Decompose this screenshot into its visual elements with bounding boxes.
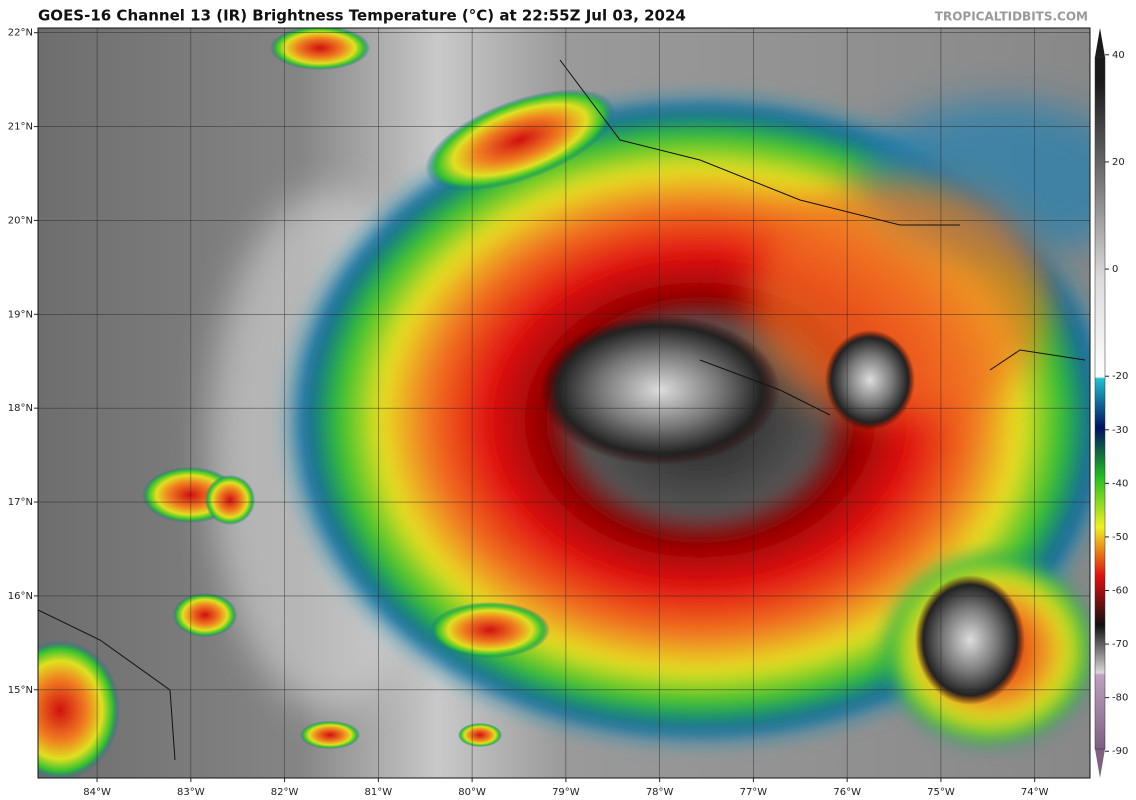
colorbar: [1094, 56, 1106, 750]
map-frame: [37, 27, 1091, 779]
lon-tick-label: 81°W: [365, 787, 393, 798]
lon-tick-label: 78°W: [646, 787, 674, 798]
colorbar-tick-label: -80: [1112, 693, 1128, 704]
colorbar-tick-label: -70: [1112, 639, 1128, 650]
lon-tick-label: 80°W: [458, 787, 486, 798]
colorbar-tick-label: -90: [1112, 746, 1128, 757]
lon-tick-label: 77°W: [740, 787, 768, 798]
colorbar-top-arrow: [1095, 28, 1105, 57]
lat-tick-label: 18°N: [8, 403, 33, 414]
colorbar-tick-label: -50: [1112, 532, 1128, 543]
colorbar-tick-label: -20: [1112, 371, 1128, 382]
lon-tick-label: 76°W: [833, 787, 861, 798]
lat-tick-label: 17°N: [8, 497, 33, 508]
lon-tick-label: 79°W: [552, 787, 580, 798]
colorbar-tick-label: -60: [1112, 586, 1128, 597]
colorbar-tick-label: -30: [1112, 425, 1128, 436]
colorbar-tick-label: 40: [1112, 50, 1125, 61]
map-title: GOES-16 Channel 13 (IR) Brightness Tempe…: [38, 7, 686, 25]
lat-tick-label: 20°N: [8, 215, 33, 226]
colorbar-tick-label: 0: [1112, 264, 1118, 275]
credit: TROPICALTIDBITS.COM: [935, 10, 1088, 24]
imagery: [38, 28, 1090, 778]
lon-tick-label: 75°W: [927, 787, 955, 798]
lon-tick-label: 74°W: [1021, 787, 1049, 798]
lon-tick-label: 84°W: [83, 787, 111, 798]
colorbar-tick-label: 20: [1112, 157, 1125, 168]
lon-tick-label: 83°W: [177, 787, 205, 798]
lat-tick-label: 21°N: [8, 122, 33, 133]
lat-tick-label: 15°N: [8, 685, 33, 696]
lat-tick-label: 16°N: [8, 591, 33, 602]
graticule: [38, 28, 1090, 778]
lat-tick-label: 19°N: [8, 309, 33, 320]
lon-tick-label: 82°W: [271, 787, 299, 798]
lat-tick-label: 22°N: [8, 28, 33, 39]
colorbar-tick-label: -40: [1112, 478, 1128, 489]
colorbar-bottom-arrow: [1095, 749, 1105, 778]
